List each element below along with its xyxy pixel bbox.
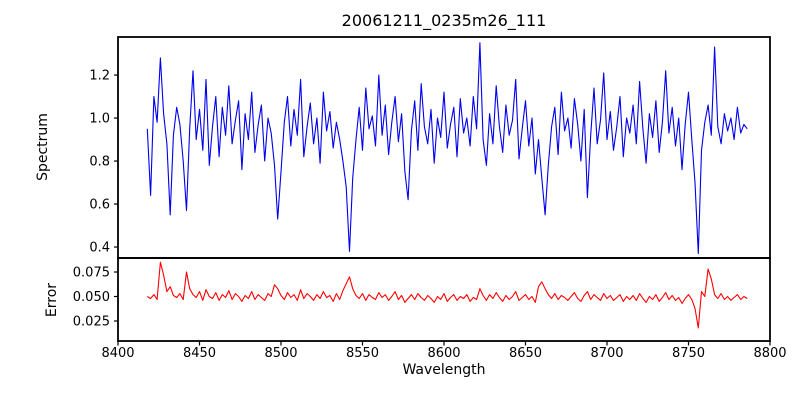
- spectrum-y-tick-label: 1.0: [89, 112, 110, 127]
- x-tick-label: 8700: [590, 346, 623, 361]
- x-tick-label: 8450: [183, 346, 216, 361]
- error-y-tick-label: 0.025: [73, 315, 110, 330]
- error-axes-border: [117, 257, 771, 342]
- error-y-axis-label: Error: [44, 283, 60, 317]
- spectrum-y-tick-label: 1.2: [89, 69, 110, 84]
- x-tick-label: 8750: [672, 346, 705, 361]
- x-tick-label: 8650: [509, 346, 542, 361]
- error-y-tick-label: 0.075: [73, 266, 110, 281]
- spectrum-y-axis-label: Spectrum: [35, 113, 51, 181]
- chart-title: 20061211_0235m26_111: [342, 11, 547, 31]
- plot-layer: 0.4 0.6 0.8 1.0 1.2 0.025 0.050 0.075 8400 8450 85…: [73, 36, 787, 361]
- spectrum-y-tick-label: 0.6: [89, 198, 110, 213]
- spectrum-y-tick-label: 0.4: [89, 241, 110, 256]
- spectrum-y-tick-label: 0.8: [89, 155, 110, 170]
- spectrum-axes-border: [117, 36, 771, 259]
- x-axis-label: Wavelength: [402, 362, 485, 378]
- x-tick-label: 8800: [753, 346, 786, 361]
- x-tick-label: 8500: [264, 346, 297, 361]
- x-tick-label: 8600: [427, 346, 460, 361]
- error-line: [147, 261, 748, 329]
- error-y-tick-label: 0.050: [73, 290, 110, 305]
- x-tick-label: 8400: [101, 346, 134, 361]
- spectrum-line: [146, 42, 748, 255]
- x-tick-label: 8550: [346, 346, 379, 361]
